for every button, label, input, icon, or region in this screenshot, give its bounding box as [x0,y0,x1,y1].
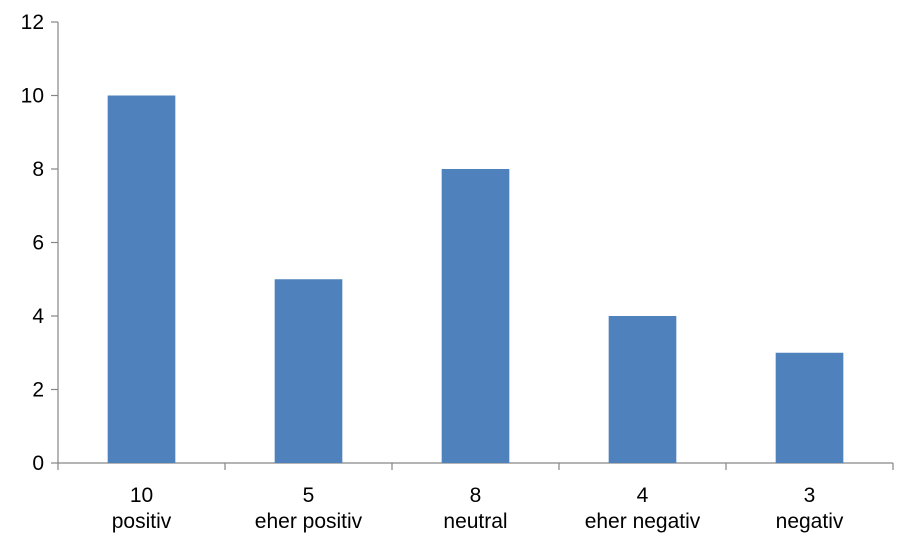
x-category-label: eher positiv [255,510,363,533]
y-tick-label: 10 [21,85,44,108]
y-axis: 0 2 4 6 8 10 12 [21,11,59,475]
x-axis [57,462,894,470]
bar [775,352,844,463]
bars [107,95,844,463]
y-tick-label: 0 [32,452,44,475]
x-category-label: 10 [130,484,153,507]
y-tick-label: 12 [21,11,44,34]
x-category-label: 4 [637,484,649,507]
y-tick-label: 2 [32,379,44,402]
bar [274,279,343,463]
x-category-label: neutral [443,510,507,533]
category-labels: 10 positiv 5 eher positiv 8 neutral 4 eher nega… [112,484,844,533]
x-category-label: negativ [776,510,844,533]
y-tick-label: 8 [32,158,44,181]
bar [107,95,176,463]
bar [608,316,677,463]
bar [441,169,510,463]
x-category-label: eher negativ [585,510,701,533]
x-category-label: 8 [470,484,482,507]
x-category-label: 5 [303,484,315,507]
x-category-label: positiv [112,510,172,533]
y-tick-label: 6 [32,232,44,255]
x-category-label: 3 [804,484,816,507]
y-tick-label: 4 [32,305,44,328]
